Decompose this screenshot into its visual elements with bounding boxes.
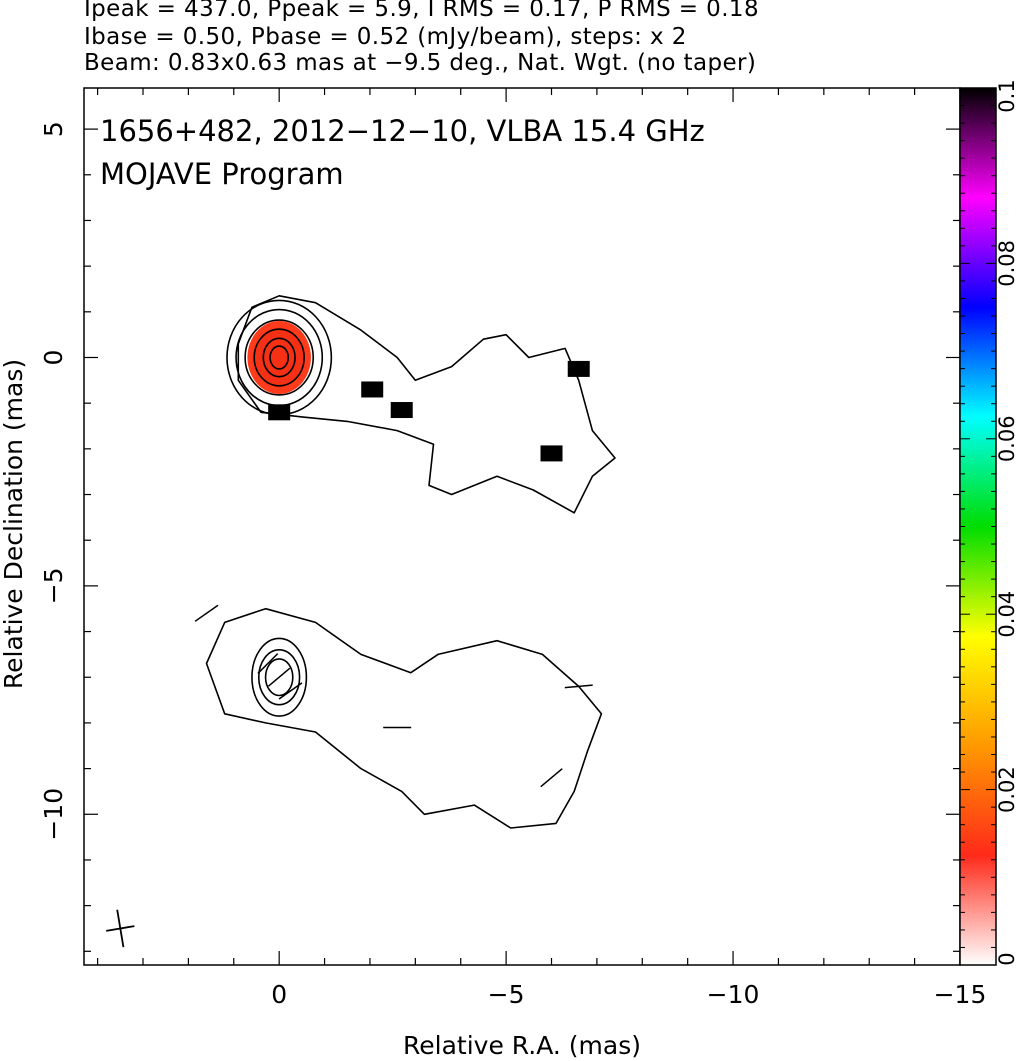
- plot-frame: [83, 87, 961, 966]
- colorbar-tick-label: 0.06: [995, 415, 1019, 462]
- colorbar-tick-label: 0.02: [995, 766, 1019, 813]
- colorbar-tick-label: 0.04: [995, 591, 1019, 638]
- core-contour-1-0: [251, 637, 308, 717]
- jet-contour-1: [205, 607, 603, 829]
- header-line-1: Ipeak = 437.0, Ppeak = 5.9, I RMS = 0.17…: [84, 0, 759, 22]
- evpa-vector: [194, 604, 219, 622]
- polarized-pixel: [268, 404, 291, 421]
- x-axis-label: Relative R.A. (mas): [403, 1031, 641, 1060]
- plot-title: 1656+482, 2012−12−10, VLBA 15.4 GHz: [100, 114, 705, 148]
- colorbar-tick-label: 0.08: [995, 240, 1019, 287]
- y-tick-label: −5: [39, 567, 68, 604]
- polarized-pixel: [540, 445, 563, 462]
- axis-ticks: 0 −5 −10 −15 5 0 −5 −10: [39, 88, 986, 1009]
- polarized-pixel: [390, 402, 413, 419]
- map-layer: [106, 295, 616, 948]
- polarized-pixel: [567, 360, 590, 377]
- evpa-vector: [267, 667, 291, 687]
- x-tick-label: −5: [488, 980, 525, 1009]
- y-axis-label: Relative Declination (mas): [0, 359, 28, 689]
- plot-subtitle: MOJAVE Program: [100, 157, 344, 191]
- polarized-pixel: [361, 381, 384, 398]
- core-contour-0-5: [269, 345, 290, 370]
- evpa-vector: [564, 684, 593, 689]
- colorbar: [959, 87, 997, 966]
- core-contour-1-2: [264, 658, 294, 697]
- core-contour-1-1: [257, 649, 301, 706]
- jet-contour-0: [237, 295, 616, 514]
- evpa-vector: [278, 682, 303, 700]
- y-tick-label: −10: [39, 788, 68, 841]
- core-contour-0-3: [253, 328, 305, 387]
- header-line-3: Beam: 0.83x0.63 mas at −9.5 deg., Nat. W…: [84, 50, 757, 76]
- core-polarization-fill-inner: [254, 327, 305, 388]
- y-tick-label: 5: [39, 121, 68, 137]
- colorbar-tick-label: 0.1: [995, 79, 1019, 112]
- beam-minor-axis: [106, 925, 135, 932]
- core-contour-0-2: [244, 319, 315, 396]
- colorbar-tick-label: 0: [995, 952, 1019, 965]
- core-contour-0-4: [262, 337, 296, 378]
- header-line-2: Ibase = 0.50, Pbase = 0.52 (mJy/beam), s…: [84, 24, 687, 50]
- x-tick-label: 0: [271, 980, 287, 1009]
- evpa-vector: [540, 768, 563, 788]
- colorbar-ticks: 0 0.02 0.04 0.06 0.08 0.1: [960, 79, 1019, 966]
- x-tick-label: −10: [707, 980, 760, 1009]
- evpa-vector: [257, 653, 279, 674]
- x-tick-label: −15: [934, 980, 987, 1009]
- y-tick-label: 0: [39, 350, 68, 366]
